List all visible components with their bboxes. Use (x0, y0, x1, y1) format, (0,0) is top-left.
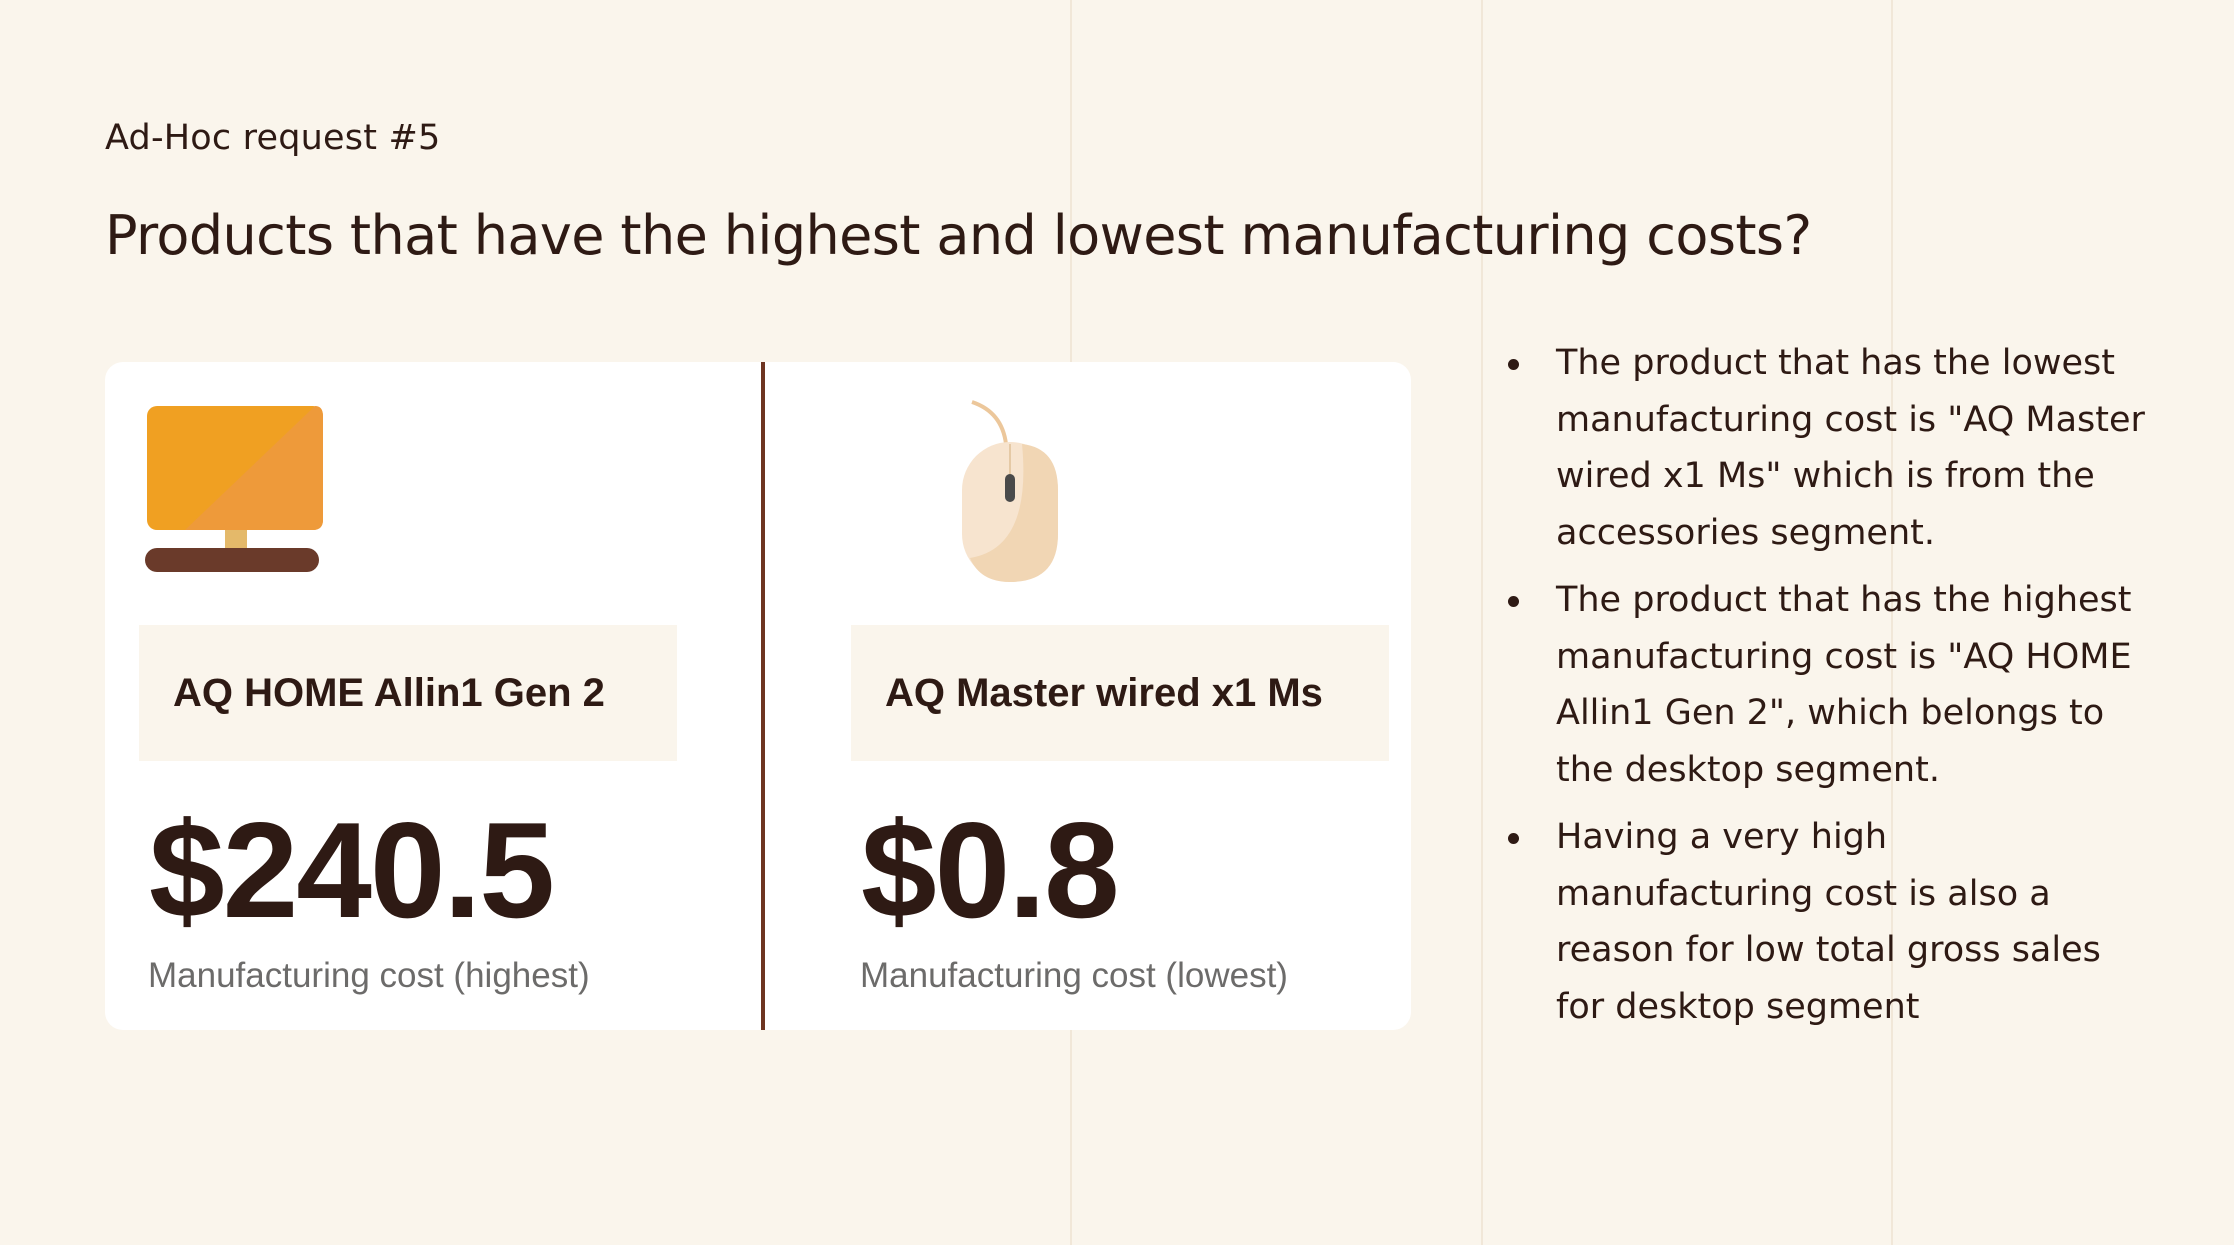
insight-item: The product that has the highest manufac… (1505, 572, 2145, 798)
computer-mouse-icon (962, 398, 1082, 592)
slide-subtitle: Ad-Hoc request #5 (105, 118, 441, 158)
insight-item: The product that has the lowest manufact… (1505, 335, 2145, 561)
highest-cost-panel: AQ HOME Allin1 Gen 2 $240.5 Manufacturin… (105, 362, 725, 1030)
cost-comparison-card: AQ HOME Allin1 Gen 2 $240.5 Manufacturin… (105, 362, 1411, 1030)
slide-title: Products that have the highest and lowes… (105, 204, 1812, 267)
lowest-cost-panel: AQ Master wired x1 Ms $0.8 Manufacturing… (812, 362, 1432, 1030)
product-name-lowest: AQ Master wired x1 Ms (885, 670, 1323, 715)
cost-value-highest: $240.5 (149, 794, 555, 946)
product-name-highest: AQ HOME Allin1 Gen 2 (173, 670, 605, 715)
insight-item: Having a very high manufacturing cost is… (1505, 809, 2145, 1035)
cost-value-lowest: $0.8 (861, 794, 1120, 946)
background-guide-line (1891, 0, 1893, 1245)
cost-caption-lowest: Manufacturing cost (lowest) (860, 956, 1288, 995)
desktop-monitor-icon (145, 402, 325, 586)
cost-caption-highest: Manufacturing cost (highest) (148, 956, 590, 995)
insights-list: The product that has the lowest manufact… (1505, 335, 2145, 1046)
product-name-box: AQ HOME Allin1 Gen 2 (139, 625, 677, 761)
background-guide-line (1481, 0, 1483, 1245)
card-divider (761, 362, 765, 1030)
product-name-box: AQ Master wired x1 Ms (851, 625, 1389, 761)
